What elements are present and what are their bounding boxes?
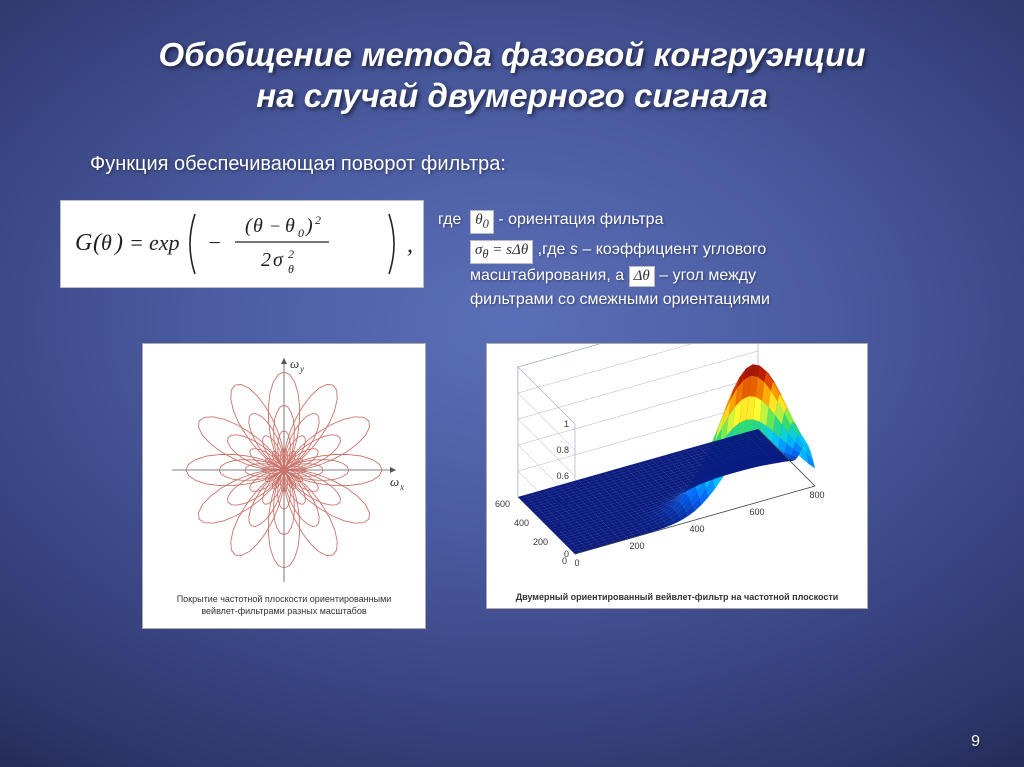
svg-text:): ) — [305, 215, 313, 237]
sigma-symbol: σθ = sΔθ — [470, 240, 533, 264]
svg-text:2: 2 — [261, 249, 271, 271]
formula-row: G ( θ ) = exp − ( θ − θ 0 ) 2 2 σ — [60, 200, 968, 314]
svg-text:600: 600 — [749, 507, 764, 517]
svg-text:=: = — [129, 230, 144, 255]
svg-text:): ) — [113, 230, 123, 256]
figures-row: ωxωyПокрытие частотной плоскости ориенти… — [142, 343, 968, 629]
svg-text:y: y — [299, 364, 304, 374]
line3-text: масштабирования, а — [470, 267, 629, 284]
theta0-text: - ориентация фильтра — [498, 211, 663, 228]
svg-text:x: x — [399, 482, 404, 492]
svg-text:0: 0 — [574, 558, 579, 568]
svg-text:0: 0 — [562, 556, 567, 566]
svg-text:ω: ω — [390, 474, 399, 489]
svg-text:G: G — [75, 230, 92, 256]
dtheta-symbol: Δθ — [629, 266, 655, 287]
svg-text:θ: θ — [253, 215, 263, 237]
title-line-2: на случай двумерного сигнала — [256, 77, 767, 114]
svg-text:σ: σ — [273, 249, 284, 271]
svg-text:θ: θ — [101, 230, 112, 255]
formula-svg: G ( θ ) = exp − ( θ − θ 0 ) 2 2 σ — [67, 204, 417, 284]
svg-text:Двумерный ориентированный вейв: Двумерный ориентированный вейвлет-фильтр… — [516, 592, 839, 602]
subtitle: Функция обеспечивающая поворот фильтра: — [90, 153, 968, 176]
formula-box: G ( θ ) = exp − ( θ − θ 0 ) 2 2 σ — [60, 200, 424, 288]
svg-text:Покрытие частотной плоскости о: Покрытие частотной плоскости ориентирова… — [177, 594, 392, 604]
svg-text:0.8: 0.8 — [556, 445, 569, 455]
figure-2: 00.20.40.60.8102004006008000200400600Дву… — [486, 343, 868, 609]
svg-text:θ: θ — [285, 215, 295, 237]
figure-1: ωxωyПокрытие частотной плоскости ориенти… — [142, 343, 426, 629]
line3b-text: – угол между — [659, 267, 756, 284]
svg-text:1: 1 — [564, 419, 569, 429]
svg-text:(: ( — [245, 215, 253, 237]
svg-text:ω: ω — [290, 356, 299, 371]
svg-text:600: 600 — [495, 499, 510, 509]
title-line-1: Обобщение метода фазовой конгруэнции — [158, 36, 865, 73]
svg-text:200: 200 — [533, 537, 548, 547]
svg-text:θ: θ — [288, 262, 294, 276]
where-label: где — [438, 211, 461, 228]
svg-text:−: − — [207, 230, 222, 255]
svg-text:exp: exp — [149, 230, 180, 255]
slide-title: Обобщение метода фазовой конгруэнции на … — [56, 34, 968, 117]
theta0-symbol: θ0 — [470, 210, 494, 234]
page-number: 9 — [971, 733, 980, 751]
s-italic: s — [570, 241, 578, 258]
svg-text:200: 200 — [629, 541, 644, 551]
slide: Обобщение метода фазовой конгруэнции на … — [0, 0, 1024, 767]
polar-plot: ωxωyПокрытие частотной плоскости ориенти… — [143, 344, 425, 628]
sigma-text-1: ,где — [538, 241, 570, 258]
line4-text: фильтрами со смежными ориентациями — [470, 288, 770, 313]
svg-text:−: − — [269, 216, 281, 236]
sigma-text-2: – коэффициент углового — [578, 241, 766, 258]
svg-text:2: 2 — [315, 213, 321, 227]
svg-text:400: 400 — [514, 518, 529, 528]
svg-text:0.6: 0.6 — [556, 471, 569, 481]
svg-text:400: 400 — [689, 524, 704, 534]
svg-text:800: 800 — [809, 490, 824, 500]
svg-text:2: 2 — [288, 247, 294, 261]
formula-description: где θ0 - ориентация фильтра σθ = sΔθ ,гд… — [438, 208, 770, 314]
svg-text:вейвлет-фильтрами разных масшт: вейвлет-фильтрами разных масштабов — [201, 606, 366, 616]
surface-plot: 00.20.40.60.8102004006008000200400600Дву… — [487, 344, 867, 608]
svg-text:0: 0 — [298, 226, 304, 240]
svg-text:,: , — [407, 232, 413, 258]
